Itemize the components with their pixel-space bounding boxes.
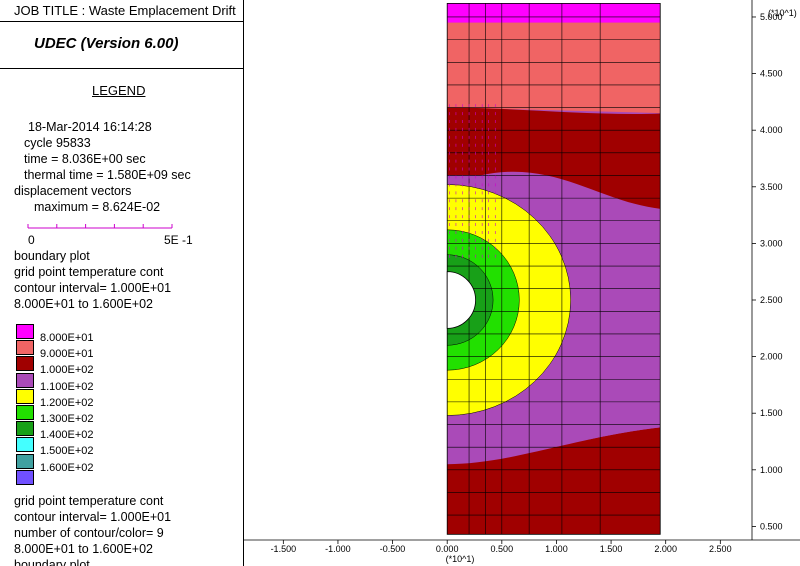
y-tick-label: 4.000 — [760, 125, 783, 135]
contour-range: 8.000E+01 to 1.600E+02 — [14, 297, 154, 311]
temperature-contour-plot: -1.500 -1.000 -0.500 0.000 0.500 1.000 1.500 2.… — [244, 0, 800, 564]
date-time: 18-Mar-2014 16:14:28 — [28, 120, 152, 134]
program-title: UDEC (Version 6.00) — [34, 35, 179, 52]
y-tick-label: 2.000 — [760, 352, 783, 362]
contour-interval: contour interval= 1.000E+01 — [14, 281, 172, 295]
legend-swatch-label: 1.400E+02 — [40, 429, 94, 442]
x-tick-label: 1.500 — [600, 544, 623, 554]
y-tick-label: 4.500 — [760, 69, 783, 79]
y-tick-label: 0.500 — [760, 521, 783, 531]
contour-band — [447, 107, 661, 209]
scale-min-label: 0 — [28, 233, 35, 247]
x-tick-label: 0.000 — [436, 544, 459, 554]
legend-swatch — [16, 437, 34, 453]
legend-swatch — [16, 421, 34, 437]
legend-swatch-label: 1.200E+02 — [40, 396, 94, 409]
y-tick-label: 3.500 — [760, 182, 783, 192]
displacement-title: displacement vectors — [14, 184, 132, 198]
y-axis: 0.500 1.000 1.500 2.000 2.500 3.000 3.500 4.000… — [752, 12, 783, 531]
legend-swatch-label: 1.500E+02 — [40, 445, 94, 458]
divider — [0, 68, 243, 69]
y-tick-label: 3.000 — [760, 238, 783, 248]
x-tick-label: 2.500 — [709, 544, 732, 554]
x-tick-label: 1.000 — [545, 544, 568, 554]
legend-swatch — [16, 453, 34, 469]
contour-band — [447, 427, 661, 535]
legend-swatch-label: 9.000E+01 — [40, 348, 94, 361]
contour-band — [447, 22, 661, 114]
legend-swatch-label: 1.600E+02 — [40, 461, 94, 474]
cycle-count: cycle 95833 — [24, 136, 91, 150]
legend-swatch — [16, 388, 34, 404]
contour2-title: grid point temperature cont — [14, 494, 164, 508]
divider — [0, 21, 243, 22]
contour2-range: 8.000E+01 to 1.600E+02 — [14, 542, 154, 556]
legend-swatch-label: 1.000E+02 — [40, 364, 94, 377]
y-tick-label: 1.500 — [760, 408, 783, 418]
displacement-scale-bar — [27, 224, 173, 229]
x-tick-label: 2.000 — [654, 544, 677, 554]
x-tick-label: -1.000 — [325, 544, 351, 554]
thermal-time: thermal time = 1.580E+09 sec — [24, 168, 191, 182]
legend-swatch-label: 1.100E+02 — [40, 380, 94, 393]
contour-band — [447, 413, 661, 465]
legend-swatch — [16, 405, 34, 420]
y-tick-label: 5.000 — [760, 12, 783, 22]
y-tick-label: 1.000 — [760, 465, 783, 475]
contour2-boundary: boundary plot — [14, 558, 90, 566]
x-axis: -1.500 -1.000 -0.500 0.000 0.500 1.000 1.500 2.… — [271, 540, 732, 554]
y-multiplier: (*10^1) — [768, 8, 797, 18]
legend-swatch-label: 8.000E+01 — [40, 332, 94, 344]
scale-max-label: 5E -1 — [164, 233, 193, 247]
legend-swatch-label: 1.300E+02 — [40, 413, 94, 425]
legend-swatch — [16, 372, 34, 388]
legend-swatch — [16, 340, 34, 356]
model-boundary — [446, 2, 661, 535]
legend-swatch — [16, 469, 34, 485]
contour2-count: number of contour/color= 9 — [14, 526, 164, 540]
model-time: time = 8.036E+00 sec — [24, 152, 146, 166]
drift-opening — [446, 271, 476, 329]
model-domain — [447, 3, 661, 535]
legend-swatch — [16, 324, 34, 339]
legend-panel: JOB TITLE : Waste Emplacement Drift UDEC… — [0, 0, 244, 566]
x-multiplier: (*10^1) — [446, 554, 475, 564]
x-tick-label: 0.500 — [491, 544, 514, 554]
contour-band — [447, 3, 661, 23]
contour2-interval: contour interval= 1.000E+01 — [14, 510, 172, 524]
x-tick-label: -0.500 — [380, 544, 406, 554]
legend-swatch — [16, 356, 34, 372]
y-tick-label: 2.500 — [760, 295, 783, 305]
boundary-plot-label: boundary plot — [14, 249, 90, 263]
legend-heading: LEGEND — [92, 83, 146, 98]
x-tick-label: -1.500 — [271, 544, 297, 554]
job-title: JOB TITLE : Waste Emplacement Drift — [14, 3, 236, 18]
displacement-maximum: maximum = 8.624E-02 — [34, 200, 161, 214]
contour-title: grid point temperature cont — [14, 265, 164, 279]
